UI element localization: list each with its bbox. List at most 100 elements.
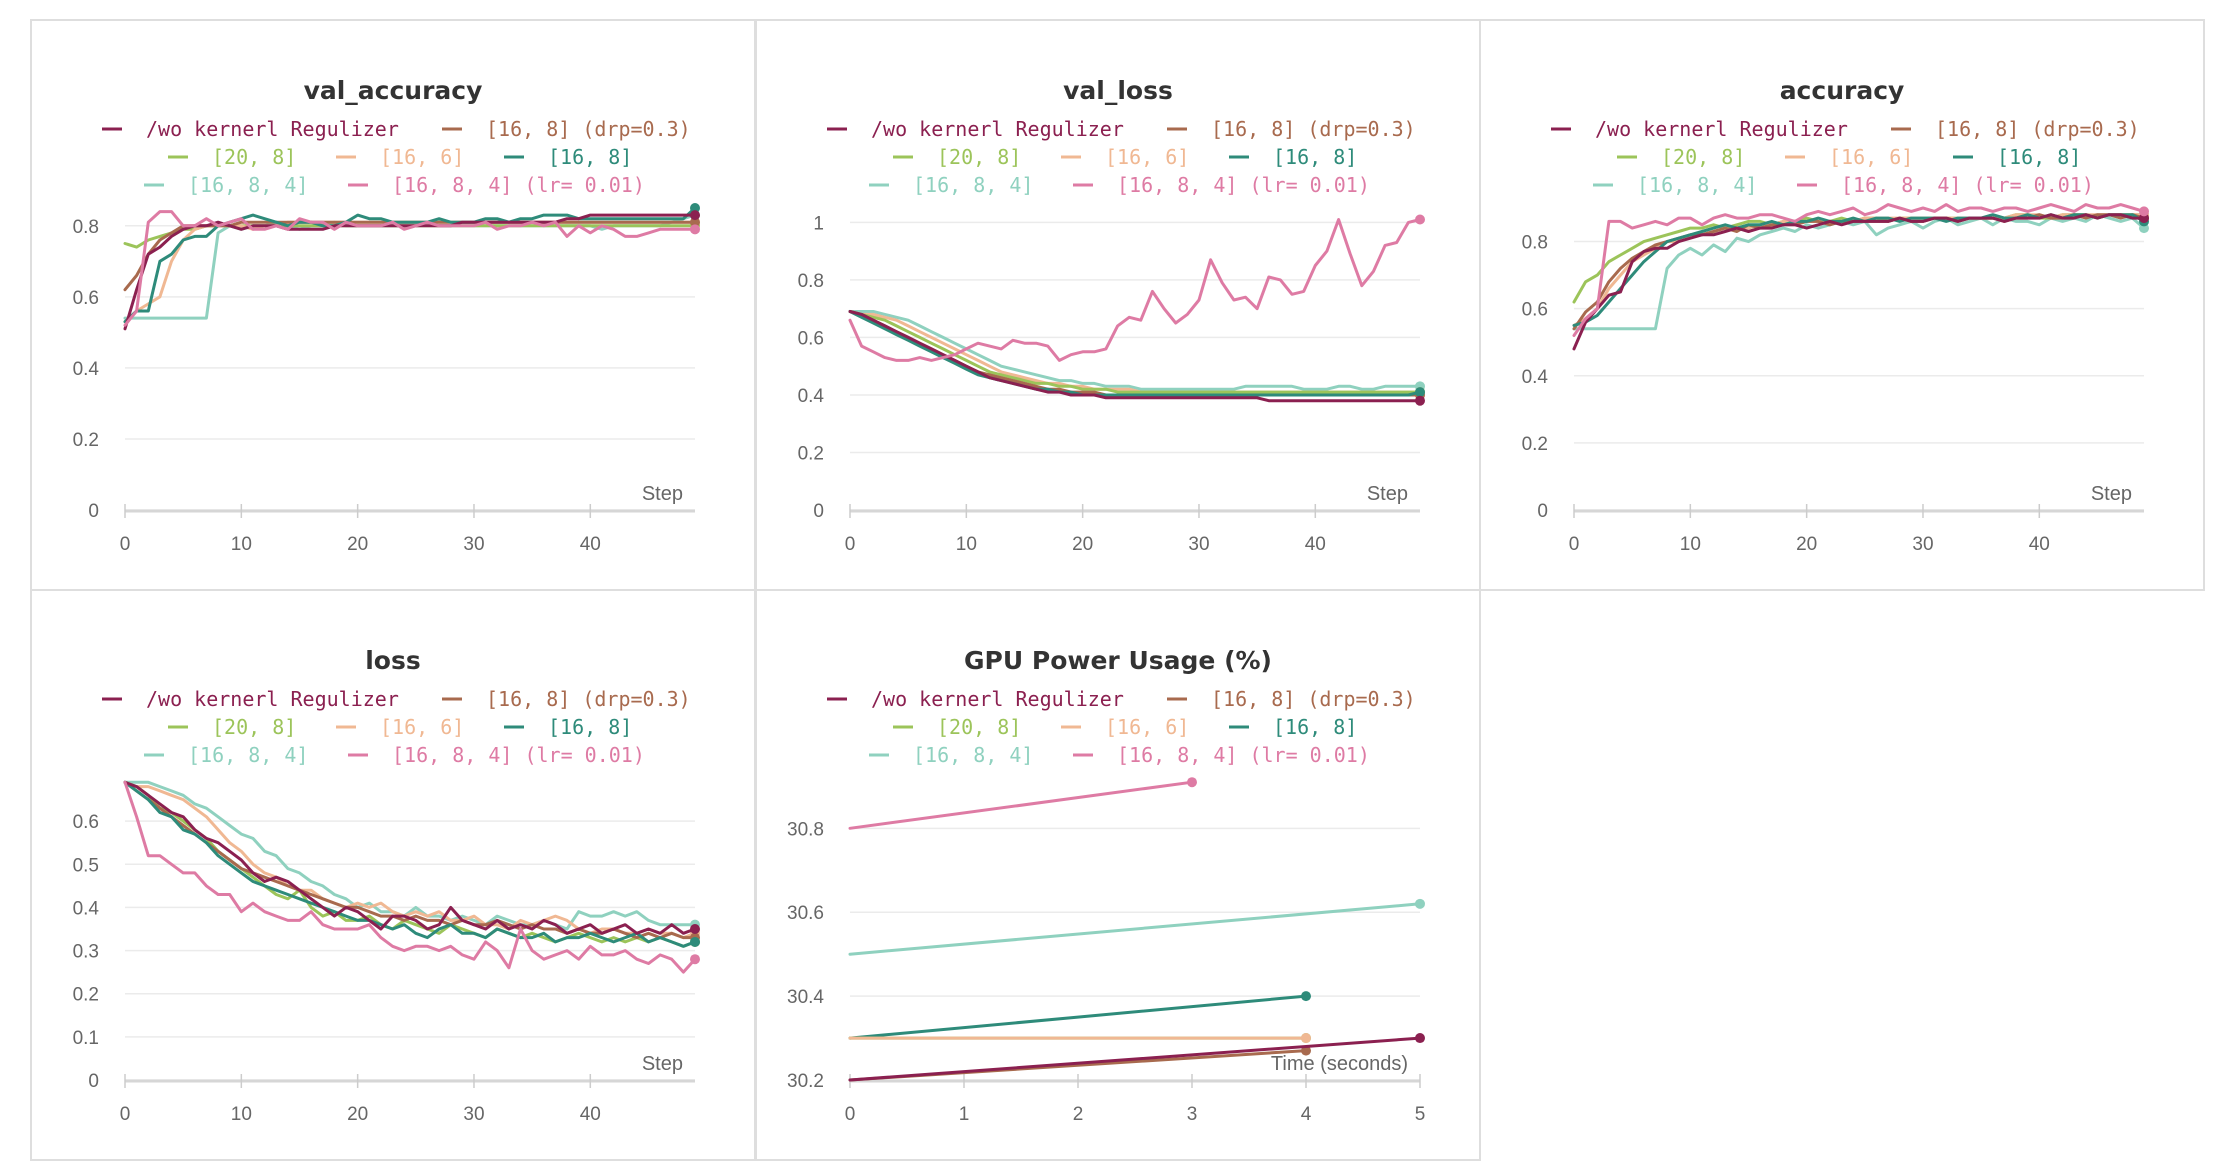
y-tick-label: 0.2 [73, 430, 99, 451]
legend-item-c16-8-4[interactable]: [16, 8, 4] [869, 173, 1033, 197]
legend-label: [16, 6] [1105, 715, 1189, 739]
legend-item-c20-8[interactable]: [20, 8] [1617, 145, 1745, 169]
legend-item-wo[interactable]: /wo kernerl Regulizer [102, 117, 399, 141]
series-line-lr[interactable] [848, 218, 1422, 362]
legend-item-wo[interactable]: /wo kernerl Regulizer [1551, 117, 1848, 141]
y-tick-label: 0.4 [73, 359, 100, 380]
legend-label: [16, 8, 4] [913, 173, 1033, 197]
legend-item-lr[interactable]: [16, 8, 4] (lr= 0.01) [348, 173, 645, 197]
y-tick-label: 0.8 [1522, 233, 1548, 254]
series-endpoint-wo [690, 210, 700, 221]
legend-item-c16-8-4[interactable]: [16, 8, 4] [144, 743, 308, 767]
x-tick-label: 20 [1796, 534, 1817, 555]
legend-item-c16-8[interactable]: [16, 8] [504, 145, 632, 169]
legend-item-c20-8[interactable]: [20, 8] [168, 715, 296, 739]
legend-item-c16-6[interactable]: [16, 6] [1785, 145, 1913, 169]
x-tick-label: 10 [956, 534, 977, 555]
legend-item-lr[interactable]: [16, 8, 4] (lr= 0.01) [1073, 173, 1370, 197]
legend-item-c16-8[interactable]: [16, 8] [1229, 715, 1357, 739]
x-tick-label: 20 [1072, 534, 1093, 555]
legend-label: [16, 6] [1105, 145, 1189, 169]
series-line-c16-8-4[interactable] [123, 213, 697, 320]
val-accuracy-chart: val_accuracy/wo kernerl Regulizer [16, 8]… [73, 76, 700, 555]
legend-item-c16-8-4[interactable]: [16, 8, 4] [1593, 173, 1757, 197]
series-line-c16-8[interactable] [848, 994, 1308, 1040]
series-line-wo[interactable] [848, 1036, 1422, 1082]
series-line-lr[interactable] [848, 780, 1194, 830]
legend-item-lr[interactable]: [16, 8, 4] (lr= 0.01) [1073, 743, 1370, 767]
legend-item-drp[interactable]: [16, 8] (drp=0.3) [442, 687, 691, 711]
series-line-c16-8-4[interactable] [848, 902, 1422, 956]
legend-item-c16-8[interactable]: [16, 8] [1229, 145, 1357, 169]
legend-item-c20-8[interactable]: [20, 8] [893, 145, 1021, 169]
series-line-c20-8[interactable] [848, 310, 1422, 394]
chart-title: accuracy [1780, 76, 1905, 105]
series-line-wo[interactable] [1572, 213, 2146, 351]
x-tick-label: 3 [1187, 1104, 1198, 1125]
chart-title: GPU Power Usage (%) [964, 646, 1272, 675]
y-tick-label: 1 [813, 213, 824, 234]
chart-title: val_accuracy [304, 76, 483, 105]
series-line-c16-6[interactable] [123, 220, 697, 324]
legend-item-c16-8-4[interactable]: [16, 8, 4] [869, 743, 1033, 767]
legend-item-c16-6[interactable]: [16, 6] [1061, 145, 1189, 169]
series-line-wo[interactable] [123, 780, 697, 935]
legend-label: [16, 8, 4] (lr= 0.01) [392, 173, 645, 197]
legend-item-c16-8-4[interactable]: [16, 8, 4] [144, 173, 308, 197]
series-endpoint-lr [1415, 214, 1425, 225]
x-tick-label: 40 [1305, 534, 1326, 555]
legend-label: [16, 8, 4] (lr= 0.01) [392, 743, 645, 767]
series-line-lr[interactable] [1572, 203, 2146, 337]
series-line-c16-8-4[interactable] [1572, 213, 2146, 331]
legend-item-drp[interactable]: [16, 8] (drp=0.3) [1167, 687, 1416, 711]
y-tick-label: 0 [813, 501, 824, 522]
x-tick-label: 0 [845, 1104, 856, 1125]
x-tick-label: 30 [1188, 534, 1209, 555]
legend-label: [16, 8] (drp=0.3) [486, 687, 691, 711]
y-tick-label: 0.2 [73, 985, 99, 1006]
series-line-c16-8[interactable] [848, 310, 1422, 397]
legend-label: [16, 8, 4] [1637, 173, 1757, 197]
y-tick-label: 0.8 [798, 271, 824, 292]
legend-item-c16-8[interactable]: [16, 8] [1953, 145, 2081, 169]
legend-item-c20-8[interactable]: [20, 8] [168, 145, 296, 169]
legend-item-c16-6[interactable]: [16, 6] [1061, 715, 1189, 739]
series-line-c16-8[interactable] [123, 780, 697, 948]
series-line-c16-6[interactable] [123, 780, 697, 940]
val-accuracy-panel: val_accuracy/wo kernerl Regulizer [16, 8]… [30, 19, 756, 591]
legend-item-drp[interactable]: [16, 8] (drp=0.3) [442, 117, 691, 141]
legend-item-lr[interactable]: [16, 8, 4] (lr= 0.01) [1797, 173, 2094, 197]
legend-item-wo[interactable]: /wo kernerl Regulizer [827, 687, 1124, 711]
legend-label: /wo kernerl Regulizer [871, 687, 1124, 711]
legend-item-wo[interactable]: /wo kernerl Regulizer [102, 687, 399, 711]
legend-item-c20-8[interactable]: [20, 8] [893, 715, 1021, 739]
legend-item-lr[interactable]: [16, 8, 4] (lr= 0.01) [348, 743, 645, 767]
x-axis-title: Step [2091, 483, 2132, 505]
legend-item-c16-8[interactable]: [16, 8] [504, 715, 632, 739]
legend-label: [20, 8] [212, 715, 296, 739]
y-tick-label: 0.2 [1522, 434, 1548, 455]
series-line-c16-8-4[interactable] [123, 780, 697, 931]
legend-label: [20, 8] [1661, 145, 1745, 169]
chart-title: val_loss [1063, 76, 1173, 105]
series-endpoint-c16-8 [690, 936, 700, 947]
y-tick-label: 30.8 [787, 819, 824, 840]
series-line-c20-8[interactable] [1572, 213, 2146, 304]
legend-item-wo[interactable]: /wo kernerl Regulizer [827, 117, 1124, 141]
series-line-c16-8-4[interactable] [848, 310, 1422, 391]
legend-item-drp[interactable]: [16, 8] (drp=0.3) [1167, 117, 1416, 141]
legend-label: /wo kernerl Regulizer [1595, 117, 1848, 141]
series-line-wo[interactable] [123, 213, 697, 331]
y-tick-label: 0.3 [73, 942, 99, 963]
series-line-lr[interactable] [123, 780, 697, 974]
legend-label: /wo kernerl Regulizer [871, 117, 1124, 141]
legend-item-c16-6[interactable]: [16, 6] [336, 715, 464, 739]
series-line-lr[interactable] [123, 210, 697, 327]
x-tick-label: 30 [463, 1104, 484, 1125]
series-endpoint-wo [1415, 395, 1425, 406]
legend-item-c16-6[interactable]: [16, 6] [336, 145, 464, 169]
series-endpoint-c16-6 [1301, 1033, 1311, 1044]
legend-label: /wo kernerl Regulizer [146, 117, 399, 141]
legend-label: [16, 6] [1829, 145, 1913, 169]
legend-item-drp[interactable]: [16, 8] (drp=0.3) [1891, 117, 2140, 141]
